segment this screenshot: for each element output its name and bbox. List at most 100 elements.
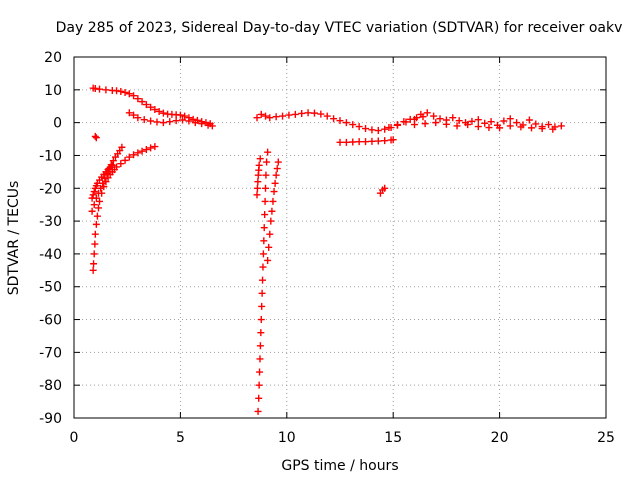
data-point [261, 197, 269, 205]
data-point [159, 109, 167, 117]
data-point [117, 87, 125, 95]
data-point [368, 126, 376, 134]
data-point [402, 118, 410, 126]
data-point [449, 114, 457, 122]
data-point [105, 165, 113, 173]
data-point [90, 260, 98, 268]
data-point [317, 110, 325, 118]
data-point [256, 368, 264, 376]
data-point [304, 109, 312, 117]
x-tick-label: 5 [176, 430, 185, 446]
data-point [513, 119, 521, 127]
data-point [181, 112, 189, 120]
data-point [474, 123, 482, 131]
data-point [147, 103, 155, 111]
data-point [423, 109, 431, 117]
data-point [342, 119, 350, 127]
series-arc-left-lowest [88, 161, 116, 202]
data-point [525, 116, 533, 124]
data-point [268, 207, 276, 215]
data-point [179, 116, 187, 124]
data-point [208, 122, 216, 130]
data-point [349, 121, 357, 129]
plot-area-frame [73, 56, 607, 419]
data-point [256, 355, 264, 363]
data-point [270, 188, 278, 196]
data-point [108, 161, 116, 169]
data-point [91, 230, 99, 238]
data-point [374, 127, 382, 135]
data-point [92, 220, 100, 228]
data-point [261, 211, 269, 219]
data-point [153, 118, 161, 126]
data-point [255, 394, 263, 402]
series-spike-upper-left [253, 155, 264, 199]
data-point [298, 109, 306, 117]
data-point [254, 407, 262, 415]
data-point [259, 263, 267, 271]
data-point [389, 136, 397, 144]
data-point [368, 137, 376, 145]
data-point [134, 149, 142, 157]
data-point [147, 144, 155, 152]
data-point [506, 122, 514, 130]
data-point [260, 237, 268, 245]
data-point [421, 120, 429, 128]
data-point [96, 85, 104, 93]
data-point [355, 138, 363, 146]
chart-title: Day 285 of 2023, Sidereal Day-to-day VTE… [56, 20, 623, 36]
data-point [258, 289, 266, 297]
y-tick-label: -60 [39, 313, 62, 329]
y-axis-label: SDTVAR / TECUs [6, 181, 22, 296]
series-spike-left [254, 148, 272, 415]
data-point [336, 138, 344, 146]
data-point [259, 276, 267, 284]
data-point [125, 90, 133, 98]
data-point [101, 174, 109, 182]
data-point [90, 250, 98, 258]
data-point [393, 121, 401, 129]
series-arc-late-low [410, 119, 557, 133]
data-point [260, 224, 268, 232]
data-point [94, 189, 102, 197]
data-point [374, 137, 382, 145]
data-point [91, 240, 99, 248]
data-point [264, 256, 272, 264]
series-arc-steep-left [89, 143, 159, 274]
data-point [151, 106, 159, 114]
data-point [455, 117, 463, 125]
data-point [336, 117, 344, 125]
data-point [410, 121, 418, 129]
y-tick-label: -20 [39, 181, 62, 197]
data-point [385, 124, 393, 132]
data-point [130, 151, 138, 159]
data-point [94, 204, 102, 212]
x-tick-label: 15 [384, 430, 402, 446]
data-point [310, 109, 318, 117]
data-point [323, 112, 331, 120]
x-tick-label: 10 [278, 430, 296, 446]
data-point [142, 101, 150, 109]
x-axis-label: GPS time / hours [281, 458, 398, 474]
y-tick-label: 10 [44, 83, 62, 99]
data-point [362, 138, 370, 146]
data-point [255, 161, 263, 169]
data-point [102, 86, 110, 94]
data-point [262, 112, 270, 120]
data-point [436, 115, 444, 123]
y-tick-label: -80 [39, 378, 62, 394]
data-point [125, 153, 133, 161]
data-point [532, 120, 540, 128]
data-point [191, 119, 199, 127]
series-spike-right [264, 158, 282, 264]
data-point [147, 117, 155, 125]
data-point [92, 134, 100, 142]
data-point [271, 179, 279, 187]
y-tick-label: -90 [39, 411, 62, 427]
data-point [93, 212, 101, 220]
data-point [134, 95, 142, 103]
series-arc-mid-left [88, 143, 126, 215]
data-point [253, 114, 261, 122]
